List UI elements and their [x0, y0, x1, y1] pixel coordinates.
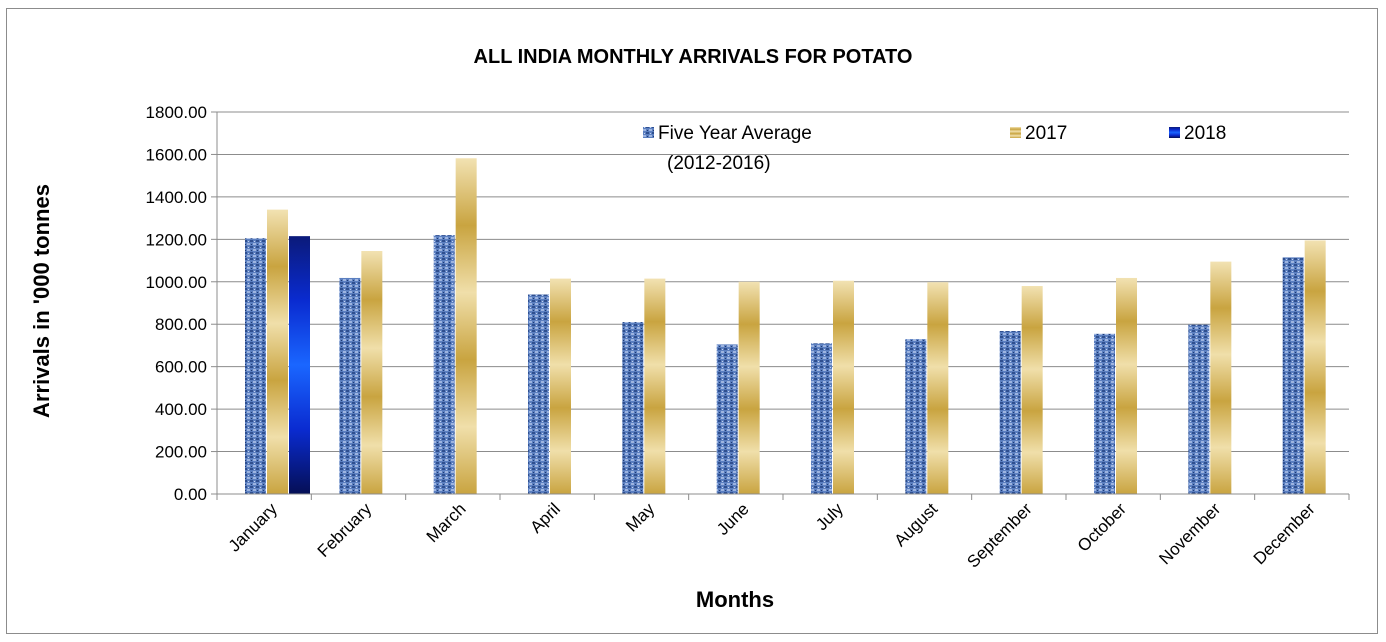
bar-2017-september — [1021, 286, 1043, 494]
bar-2017-february — [361, 251, 383, 494]
x-tick-label: February — [314, 499, 376, 561]
x-tick-label: June — [713, 499, 753, 539]
legend-label-2017: 2017 — [1025, 123, 1067, 144]
legend: Five Year Average (2012-2016) 2017 2018 — [643, 123, 1226, 174]
x-tick-label: July — [812, 499, 847, 534]
y-tick-label: 1800.00 — [146, 103, 207, 122]
y-tick-label: 1000.00 — [146, 273, 207, 292]
chart-title: ALL INDIA MONTHLY ARRIVALS FOR POTATO — [474, 46, 913, 68]
legend-swatch-2018 — [1169, 127, 1180, 138]
x-tick-label: March — [423, 499, 470, 546]
x-tick-label: November — [1155, 499, 1224, 568]
bar-five-year-average-february — [339, 277, 361, 494]
bar-2017-october — [1116, 277, 1137, 494]
x-tick-label: January — [225, 499, 282, 556]
bar-five-year-average-january — [245, 238, 266, 494]
y-tick-label: 0.00 — [174, 485, 207, 504]
x-tick-label: October — [1074, 499, 1130, 555]
bar-2017-june — [738, 281, 760, 494]
x-tick-label: December — [1250, 499, 1319, 568]
bar-2018-january — [289, 236, 310, 494]
x-tick-label: April — [527, 499, 564, 536]
y-tick-label: 600.00 — [155, 358, 207, 377]
bar-2017-may — [644, 278, 666, 494]
y-tick-label: 1600.00 — [146, 145, 207, 164]
bar-five-year-average-december — [1282, 257, 1304, 494]
y-tick-label: 1200.00 — [146, 230, 207, 249]
axes — [216, 112, 1350, 500]
x-tick-label: August — [890, 499, 941, 550]
bar-five-year-average-july — [811, 343, 832, 494]
bar-2017-december — [1304, 240, 1326, 494]
x-tick-label: September — [963, 499, 1035, 571]
bar-2017-march — [455, 158, 477, 494]
bar-2017-august — [927, 282, 949, 494]
y-tick-labels: 0.00 200.00 400.00 600.00 800.00 1000.00 1200.… — [146, 103, 207, 504]
bar-five-year-average-may — [622, 322, 644, 494]
legend-label-five-year-average: Five Year Average — [658, 123, 812, 144]
y-tick-label: 1400.00 — [146, 188, 207, 207]
bar-five-year-average-june — [716, 344, 738, 494]
x-axis-label: Months — [696, 587, 774, 612]
y-tick-label: 200.00 — [155, 443, 207, 462]
gridlines — [211, 111, 1349, 495]
bar-five-year-average-august — [905, 339, 927, 494]
y-tick-label: 400.00 — [155, 400, 207, 419]
x-tick-labels: January February March April May June July Augu… — [225, 499, 1319, 572]
y-axis-label: Arrivals in '000 tonnes — [29, 184, 54, 418]
chart-frame: ALL INDIA MONTHLY ARRIVALS FOR POTATO Ar… — [6, 8, 1378, 634]
bar-2017-november — [1210, 261, 1232, 494]
bar-2017-january — [267, 209, 288, 494]
bar-five-year-average-october — [1094, 333, 1115, 494]
legend-label-five-year-average-line2: (2012-2016) — [667, 153, 771, 174]
bar-2017-april — [550, 278, 571, 494]
x-tick-label: May — [622, 499, 658, 535]
bars — [245, 158, 1326, 495]
legend-label-2018: 2018 — [1184, 123, 1226, 144]
bar-five-year-average-april — [528, 294, 549, 494]
bar-2017-july — [833, 280, 854, 494]
bar-five-year-average-march — [433, 235, 455, 495]
bar-chart: ALL INDIA MONTHLY ARRIVALS FOR POTATO Ar… — [29, 46, 1350, 612]
y-tick-label: 800.00 — [155, 315, 207, 334]
bar-five-year-average-november — [1188, 324, 1210, 494]
bar-five-year-average-september — [999, 331, 1021, 494]
legend-swatch-five-year-average — [643, 127, 654, 138]
legend-swatch-2017 — [1010, 127, 1021, 138]
